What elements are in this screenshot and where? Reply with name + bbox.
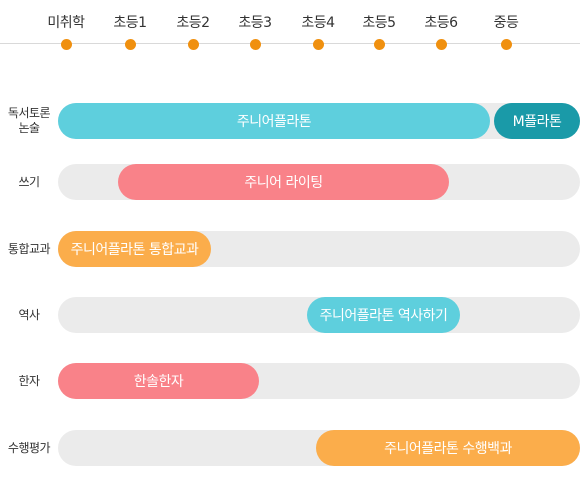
grade-dot-icon [124, 39, 136, 50]
program-label: 주니어플라톤 통합교과 [70, 242, 199, 258]
row-label-integrated: 통합교과 [0, 242, 58, 257]
row-label-text: 한자 [18, 374, 40, 388]
grade-preschool: 미취학 [31, 0, 101, 50]
grade-middle-school: 중등 [471, 0, 541, 50]
row-label-writing: 쓰기 [0, 175, 58, 190]
row-label-text: 통합교과 [7, 242, 51, 256]
grade-elementary-2: 초등2 [158, 0, 228, 50]
program-bar-junior-platon-history[interactable]: 주니어플라톤 역사하기 [307, 297, 460, 333]
program-bar-junior-platon-integrated[interactable]: 주니어플라톤 통합교과 [58, 231, 211, 267]
grade-label: 초등4 [301, 15, 335, 31]
grade-elementary-4: 초등4 [283, 0, 353, 50]
grade-elementary-3: 초등3 [220, 0, 290, 50]
row-label-text: 수행평가 [7, 441, 51, 455]
grade-label: 초등6 [424, 15, 458, 31]
program-label: 주니어 라이팅 [244, 175, 323, 191]
grade-label: 초등1 [113, 15, 147, 31]
program-label: 한솔한자 [133, 374, 184, 390]
program-label: 주니어플라톤 [236, 114, 312, 130]
program-bar-m-platon[interactable]: M플라톤 [494, 103, 580, 139]
grade-dot-icon [500, 39, 512, 50]
row-label-performance-assessment: 수행평가 [0, 441, 58, 456]
program-bar-junior-platon-performance[interactable]: 주니어플라톤 수행백과 [316, 430, 580, 466]
grade-dot-icon [187, 39, 199, 50]
timeline-line [0, 43, 580, 44]
grade-dot-icon [373, 39, 385, 50]
grade-dot-icon [249, 39, 261, 50]
row-label-text: 쓰기 [18, 175, 40, 189]
grade-dot-icon [435, 39, 447, 50]
grade-dot-icon [60, 39, 72, 50]
grade-label: 초등3 [238, 15, 272, 31]
program-label: 주니어플라톤 수행백과 [384, 441, 512, 457]
row-label-hanja: 한자 [0, 374, 58, 389]
grade-elementary-1: 초등1 [95, 0, 165, 50]
program-bar-junior-platon[interactable]: 주니어플라톤 [58, 103, 490, 139]
grade-label: 중등 [493, 15, 519, 31]
row-label-text: 독서토론 논술 [7, 106, 51, 135]
row-label-text: 역사 [18, 308, 40, 322]
row-label-reading-debate: 독서토론 논술 [0, 106, 58, 136]
grade-elementary-5: 초등5 [344, 0, 414, 50]
grade-label: 미취학 [47, 15, 85, 31]
program-bar-hansol-hanja[interactable]: 한솔한자 [58, 363, 259, 399]
row-label-history: 역사 [0, 308, 58, 323]
grade-elementary-6: 초등6 [406, 0, 476, 50]
grade-dot-icon [312, 39, 324, 50]
program-label: 주니어플라톤 역사하기 [319, 308, 448, 324]
grade-label: 초등5 [362, 15, 396, 31]
program-label: M플라톤 [512, 114, 562, 130]
grade-label: 초등2 [176, 15, 210, 31]
program-bar-junior-writing[interactable]: 주니어 라이팅 [118, 164, 449, 200]
